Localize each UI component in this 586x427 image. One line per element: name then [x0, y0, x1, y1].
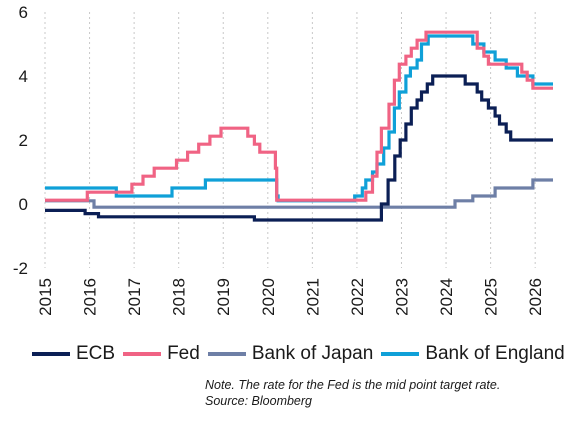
- legend-item-bank-of-japan: Bank of Japan: [207, 343, 374, 365]
- note-text: Note. The rate for the Fed is the mid po…: [205, 378, 501, 392]
- series-line-bank-of-japan: [45, 178, 553, 209]
- y-tick-label: 0: [19, 195, 28, 214]
- legend: ECB Fed Bank of Japan Bank of England: [32, 343, 573, 365]
- y-axis: -2 0 2 4 6: [13, 3, 28, 278]
- x-tick-label: 2015: [36, 278, 55, 316]
- x-tick-label: 2019: [214, 278, 233, 316]
- source-text: Source: Bloomberg: [205, 394, 313, 408]
- x-tick-label: 2016: [81, 278, 100, 316]
- legend-swatch: [32, 352, 70, 356]
- x-tick-label: 2026: [526, 278, 545, 316]
- legend-item-bank-of-england: Bank of England: [381, 343, 565, 365]
- x-tick-label: 2020: [259, 278, 278, 316]
- x-axis: 2015 2016 2017 2018 2019 2020 2021 2022 2023 2024…: [36, 278, 545, 316]
- legend-label: Fed: [167, 343, 200, 364]
- legend-swatch: [123, 352, 162, 356]
- x-tick-label: 2023: [392, 278, 411, 316]
- y-tick-label: 4: [19, 67, 28, 86]
- y-tick-label: 2: [19, 131, 28, 150]
- legend-item-ecb: ECB: [32, 343, 115, 365]
- series-line-ecb: [45, 74, 553, 222]
- legend-label: Bank of Japan: [251, 343, 374, 364]
- legend-swatch: [381, 352, 420, 356]
- x-tick-label: 2022: [348, 278, 367, 316]
- series-line-bank-of-england: [45, 34, 553, 203]
- series-line-fed: [45, 30, 553, 202]
- x-tick-label: 2024: [437, 278, 456, 316]
- y-tick-label: 6: [19, 3, 28, 22]
- x-tick-label: 2017: [125, 278, 144, 316]
- chart-note: Note. The rate for the Fed is the mid po…: [205, 377, 500, 409]
- legend-label: ECB: [76, 343, 116, 364]
- y-tick-label: -2: [13, 259, 28, 278]
- legend-label: Bank of England: [425, 343, 565, 364]
- legend-item-fed: Fed: [123, 343, 200, 365]
- x-tick-label: 2021: [303, 278, 322, 316]
- series-lines: [45, 30, 553, 222]
- legend-swatch: [207, 352, 246, 356]
- x-tick-label: 2018: [170, 278, 189, 316]
- vertical-gridlines: [44, 12, 536, 268]
- x-tick-label: 2025: [482, 278, 501, 316]
